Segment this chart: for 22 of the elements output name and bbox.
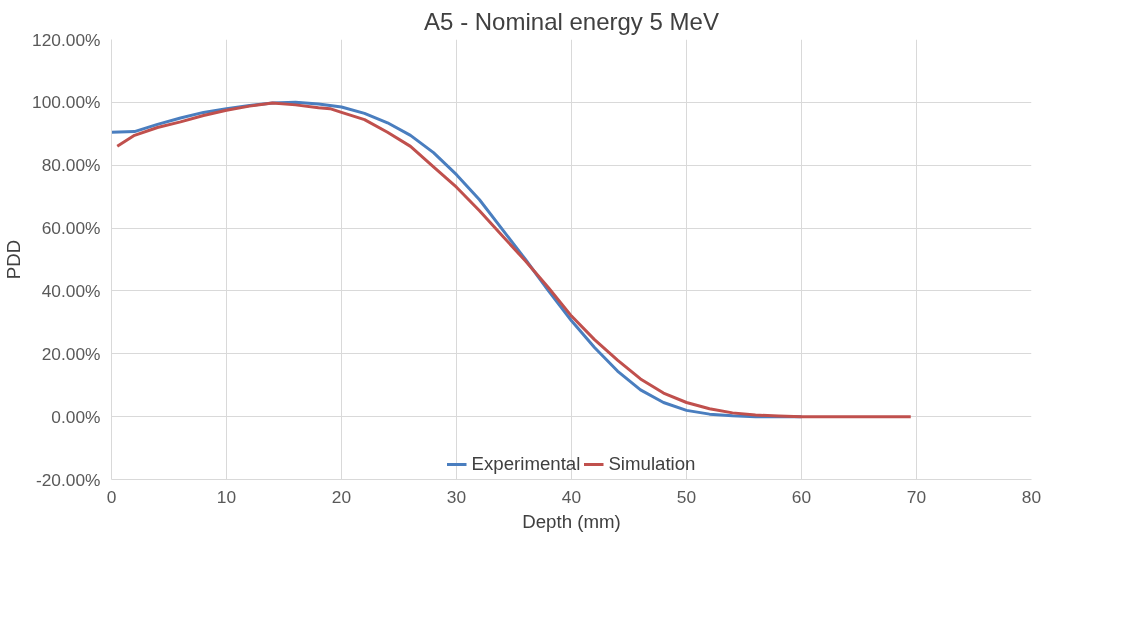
x-axis-title: Depth (mm) <box>522 510 621 532</box>
chart-title: A5 - Nominal energy 5 MeV <box>424 7 719 35</box>
x-tick-label: 30 <box>446 486 467 507</box>
x-tick-label: 0 <box>106 486 117 507</box>
y-axis-title: PDD <box>3 239 25 280</box>
x-tick-label: 60 <box>791 486 812 507</box>
x-tick-label: 20 <box>331 486 352 507</box>
y-tick-label: 120.00% <box>32 29 101 50</box>
y-tick-label: 20.00% <box>41 343 101 364</box>
y-tick-label: 100.00% <box>32 92 101 113</box>
y-tick-label: 60.00% <box>41 218 101 239</box>
x-tick-label: 10 <box>216 486 237 507</box>
y-tick-label: -20.00% <box>35 469 101 490</box>
x-tick-label: 80 <box>1021 486 1042 507</box>
y-tick-label: 40.00% <box>41 280 101 301</box>
y-tick-label: 0.00% <box>51 406 101 427</box>
legend-label: Simulation <box>608 453 696 475</box>
legend-label: Experimental <box>471 453 581 475</box>
x-tick-label: 50 <box>676 486 697 507</box>
x-tick-label: 40 <box>561 486 582 507</box>
x-tick-label: 70 <box>906 486 927 507</box>
y-tick-label: 80.00% <box>41 155 101 176</box>
